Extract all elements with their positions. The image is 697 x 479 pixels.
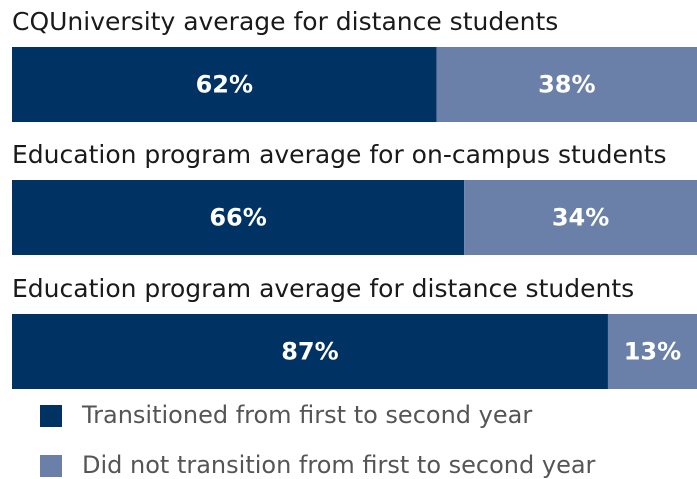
bar-segment: [12, 314, 608, 389]
bar-group-title: CQUniversity average for distance studen…: [12, 7, 558, 36]
bar-group-title: Education program average for on-campus …: [12, 140, 667, 169]
bar-segment: [464, 180, 697, 255]
bar-group-title: Education program average for distance s…: [12, 274, 634, 303]
bar-value-label: 87%: [281, 338, 338, 366]
bar-segment: [12, 180, 465, 255]
bar-value-label: 13%: [624, 338, 681, 366]
bar-value-label: 66%: [209, 204, 266, 232]
bar-value-label: 34%: [552, 204, 609, 232]
bar-value-label: 62%: [196, 71, 253, 99]
bar-segment: [12, 47, 437, 122]
legend-label: Transitioned from first to second year: [81, 401, 532, 429]
legend-swatch: [40, 405, 62, 427]
bar-segment: [607, 314, 697, 389]
legend-swatch: [40, 455, 62, 477]
bar-segment: [436, 47, 697, 122]
bar-value-label: 38%: [538, 71, 595, 99]
legend-label: Did not transition from first to second …: [82, 451, 596, 479]
